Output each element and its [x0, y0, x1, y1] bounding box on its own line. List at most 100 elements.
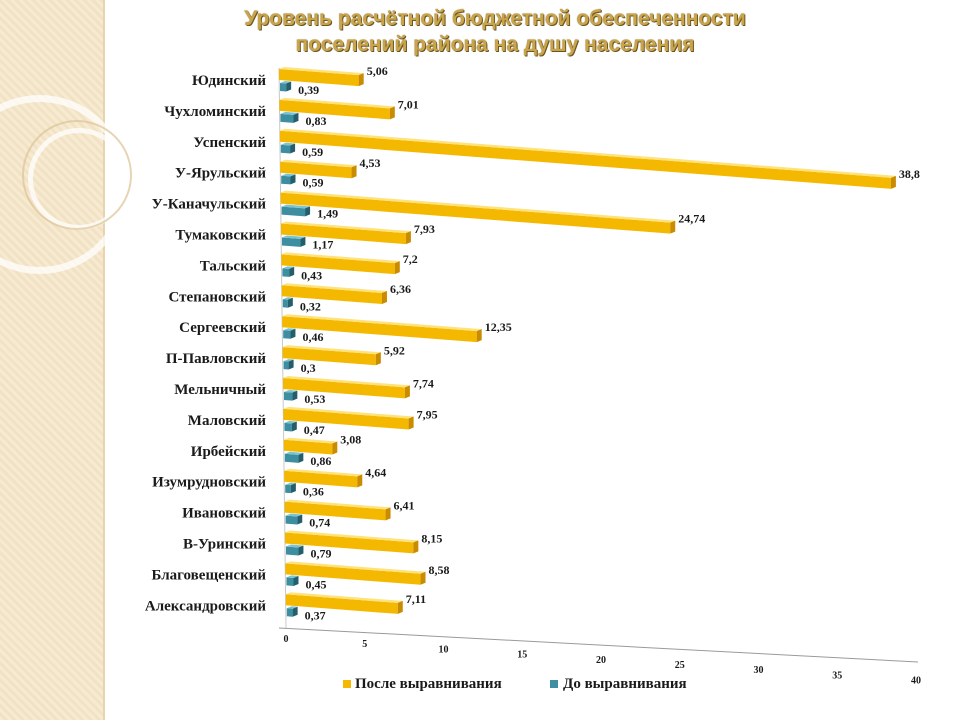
bar-before	[282, 266, 295, 277]
x-axis-line	[278, 627, 919, 663]
bar-after-end	[408, 416, 414, 430]
bar-before-top	[285, 482, 296, 486]
data-label-before: 0,36	[303, 485, 324, 499]
bar-before-end	[289, 266, 295, 277]
category-label: В-Уринский	[183, 537, 266, 553]
bar-after-top	[285, 561, 426, 574]
legend-label-after: После выравнивания	[355, 676, 502, 692]
data-label-after: 7,95	[417, 408, 438, 422]
data-label-before: 0,43	[301, 268, 322, 282]
bar-before-end	[290, 174, 296, 185]
bar-after	[285, 561, 426, 585]
data-label-before: 0,59	[302, 176, 323, 190]
bar-before-front	[283, 330, 291, 339]
data-label-before: 0,47	[304, 423, 325, 437]
bar-before-end	[292, 606, 298, 617]
bar-after-top	[281, 283, 387, 294]
bar-before-end	[287, 297, 293, 308]
bar-after-end	[375, 352, 381, 366]
bar-before	[285, 482, 296, 494]
data-label-after: 7,74	[413, 376, 434, 390]
bar-before-end	[286, 81, 292, 92]
bar-after	[282, 345, 381, 366]
bar-before-front	[286, 608, 293, 617]
bar-after-end	[420, 571, 426, 585]
bar-after-top	[285, 592, 403, 603]
data-label-after: 8,15	[421, 531, 442, 545]
data-label-after: 7,01	[398, 97, 419, 111]
bar-before-front	[283, 361, 289, 370]
category-label: У-Ярульский	[175, 166, 266, 182]
bar-before-front	[280, 144, 291, 154]
data-label-after: 5,92	[384, 343, 405, 357]
bar-after-front	[279, 99, 390, 120]
y-axis-line	[278, 67, 287, 629]
data-label-after: 12,35	[485, 320, 512, 334]
data-label-before: 0,39	[298, 83, 319, 97]
bar-before-top	[282, 235, 306, 239]
bar-before-end	[292, 390, 298, 401]
bar-after-end	[332, 441, 338, 455]
bar-after-end	[357, 474, 363, 488]
bar-before-end	[298, 452, 304, 463]
bar-before-end	[305, 206, 311, 217]
bar-before	[281, 173, 296, 185]
bar-after-front	[283, 439, 333, 455]
bar-before	[283, 359, 294, 370]
bar-before-end	[297, 514, 303, 525]
bar-before-top	[283, 328, 296, 331]
bar-after-top	[283, 376, 410, 388]
bar-after-top	[283, 406, 414, 419]
bar-after-front	[281, 223, 406, 245]
bar-after-top	[279, 97, 395, 109]
decorative-circle-outline	[22, 120, 132, 230]
bar-after-end	[394, 261, 400, 275]
bar-before	[286, 544, 304, 556]
bar-after-front	[282, 347, 376, 366]
bar-after-top	[284, 468, 363, 477]
bar-after-end	[351, 165, 357, 179]
bar-after	[283, 376, 410, 399]
x-tick-label: 25	[675, 660, 685, 671]
bar-before	[281, 204, 311, 217]
data-label-before: 0,37	[305, 608, 326, 622]
category-label: Мельничный	[174, 382, 266, 398]
bar-before	[280, 111, 299, 123]
bar-after-front	[284, 470, 358, 488]
bar-after-top	[285, 530, 419, 543]
bar-after-end	[670, 220, 676, 234]
bar-before-top	[284, 451, 304, 455]
data-label-after: 7,2	[403, 252, 418, 266]
data-label-before: 1,17	[312, 238, 333, 252]
bar-before	[283, 328, 296, 339]
bar-before	[286, 575, 299, 586]
x-tick-label: 20	[596, 655, 606, 666]
bar-after-front	[285, 563, 421, 585]
bar-before-front	[286, 546, 299, 556]
bar-before-front	[284, 422, 292, 432]
data-label-after: 4,64	[365, 465, 386, 479]
data-label-after: 6,41	[394, 498, 415, 512]
x-tick-label: 15	[517, 650, 527, 661]
bar-after-top	[279, 128, 896, 178]
x-tick-label: 5	[362, 639, 367, 650]
bar-before-top	[282, 297, 293, 300]
bar-before-top	[280, 111, 299, 115]
bar-before-front	[285, 484, 291, 494]
bar-after-top	[284, 499, 391, 510]
category-label: Чухломинский	[164, 104, 266, 120]
data-label-before: 0,86	[310, 454, 331, 468]
bar-after	[283, 406, 414, 430]
data-label-before: 0,74	[309, 516, 330, 530]
bar-before-front	[282, 268, 290, 277]
legend-swatch-before	[550, 680, 558, 688]
category-label: Степановский	[169, 289, 267, 305]
bar-after-end	[413, 540, 419, 554]
bar-before	[282, 297, 293, 308]
bar-after	[279, 128, 896, 189]
data-label-before: 0,3	[301, 361, 316, 375]
data-label-before: 0,53	[304, 392, 325, 406]
x-tick-label: 30	[754, 665, 764, 676]
category-label: У-Каначульский	[152, 197, 267, 213]
